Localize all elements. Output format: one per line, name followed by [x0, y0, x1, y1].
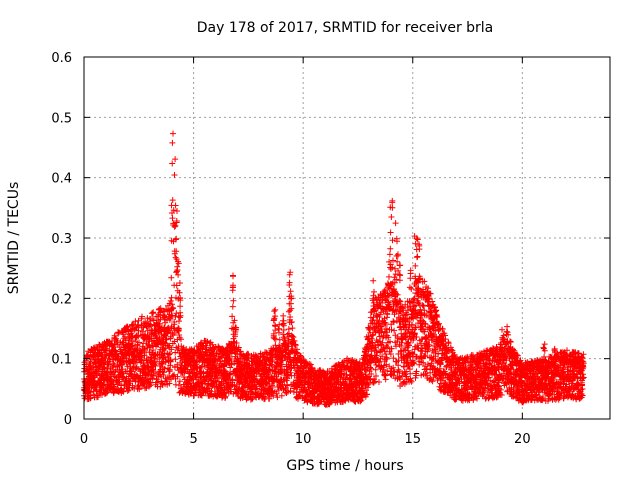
x-tick-labels: 0 5 10 15 20	[80, 432, 531, 447]
x-tick-label: 15	[404, 432, 421, 447]
x-tick-label: 5	[189, 432, 197, 447]
x-axis-label: GPS time / hours	[286, 458, 403, 474]
x-tick-label: 0	[80, 432, 88, 447]
x-tick-label: 20	[514, 432, 531, 447]
axis-ticks	[83, 56, 610, 420]
y-tick-labels: 0 0.1 0.2 0.3 0.4 0.5 0.6	[51, 51, 72, 428]
y-tick-label: 0.6	[51, 51, 72, 66]
y-tick-label: 0.1	[51, 353, 72, 368]
x-tick-label: 10	[295, 432, 312, 447]
y-tick-label: 0.4	[51, 172, 72, 187]
y-tick-label: 0.5	[51, 111, 72, 126]
chart-title: Day 178 of 2017, SRMTID for receiver brl…	[197, 20, 494, 36]
y-tick-label: 0.2	[51, 292, 72, 307]
y-tick-label: 0.3	[51, 232, 72, 247]
y-axis-label: SRMTID / TECUs	[6, 182, 22, 295]
y-tick-label: 0	[64, 413, 72, 428]
